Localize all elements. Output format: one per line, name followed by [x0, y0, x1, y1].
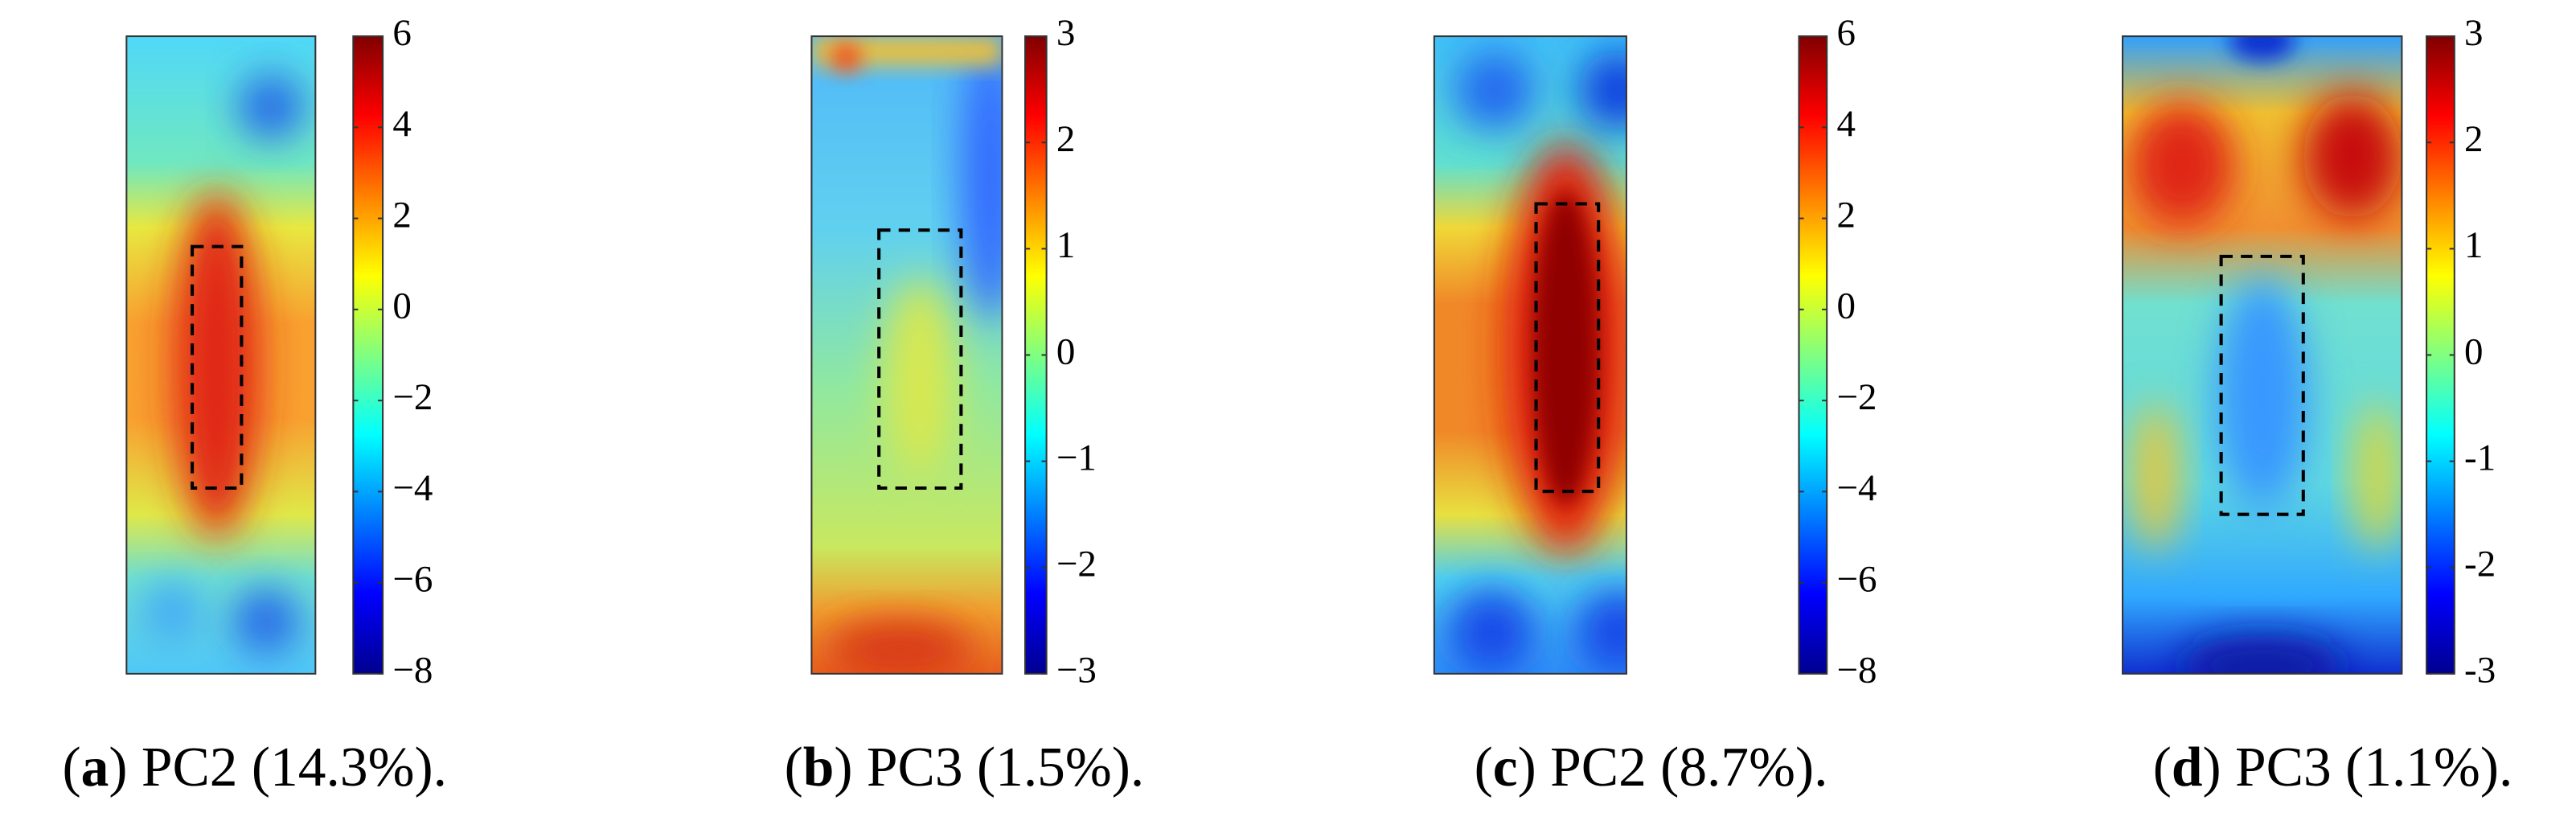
colorbar-tick-label: −8: [1836, 650, 1877, 692]
colorbar-tick-label: 3: [1056, 12, 1075, 54]
heatmap: [811, 36, 1003, 674]
colorbar-tick-label: 6: [1836, 12, 1856, 54]
roi-box: [191, 244, 244, 490]
caption: (d) PC3 (1.1%).: [2153, 737, 2513, 798]
colorbar-tick-label: −3: [1056, 650, 1097, 692]
colorbar-tick-label: −6: [392, 558, 433, 600]
caption-part: ) PC2 (8.7%).: [1518, 737, 1828, 798]
colorbar-tick-label: −2: [1836, 376, 1877, 418]
roi-box: [2219, 254, 2305, 516]
colorbar-tick-label: 2: [1056, 118, 1075, 160]
caption-part: b: [803, 737, 835, 798]
colorbar-tick-label: −2: [392, 376, 433, 418]
colorbar-tick-label: 2: [392, 194, 412, 236]
colorbar-tick-label: 3: [2464, 12, 2484, 54]
colorbar-tick-label: 1: [2464, 224, 2484, 266]
colorbar-tick-label: 4: [392, 103, 412, 145]
heatmap: [2123, 36, 2402, 674]
colorbar-tick-label: 4: [1836, 103, 1856, 145]
caption-part: c: [1493, 737, 1518, 798]
caption-part: a: [81, 737, 109, 798]
caption: (c) PC2 (8.7%).: [1475, 737, 1828, 798]
caption: (b) PC3 (1.5%).: [785, 737, 1145, 798]
colorbar-tick-label: 2: [1836, 194, 1856, 236]
colorbar-tick-label: −4: [392, 467, 433, 509]
caption-part: ) PC3 (1.1%).: [2203, 737, 2513, 798]
colorbar-tick-label: −6: [1836, 558, 1877, 600]
colorbar-tick-label: 0: [2464, 330, 2484, 372]
caption-part: (: [62, 737, 80, 798]
roi-box: [1534, 202, 1601, 494]
heatmap-frame: [2122, 35, 2403, 675]
colorbar-tick-label: 0: [1056, 330, 1075, 372]
colorbar-tick-label: −4: [1836, 467, 1877, 509]
colorbar-tick-label: 6: [392, 12, 412, 54]
colorbar: [352, 35, 384, 675]
heatmap-frame: [810, 35, 1003, 675]
colorbar-tick-label: 2: [2464, 118, 2484, 160]
roi-box: [877, 228, 963, 490]
caption-part: d: [2172, 737, 2203, 798]
colorbar-tick-label: 0: [392, 285, 412, 327]
colorbar-tick-label: -3: [2464, 650, 2496, 692]
caption-part: (: [2153, 737, 2172, 798]
colorbar-tick-label: −8: [392, 650, 433, 692]
caption: (a) PC2 (14.3%).: [62, 737, 447, 798]
caption-part: ) PC2 (14.3%).: [109, 737, 447, 798]
colorbar-tick-label: 0: [1836, 285, 1856, 327]
heatmap: [126, 36, 316, 674]
caption-part: (: [1475, 737, 1493, 798]
heatmap-frame: [125, 35, 317, 675]
colorbar-tick-label: −2: [1056, 544, 1097, 585]
colorbar-tick-label: 1: [1056, 224, 1075, 266]
colorbar-tick-label: -2: [2464, 544, 2496, 585]
caption-part: (: [785, 737, 803, 798]
colorbar-tick-label: −1: [1056, 437, 1097, 478]
caption-part: ) PC3 (1.5%).: [834, 737, 1144, 798]
heatmap-frame: [1433, 35, 1627, 675]
colorbar: [1798, 35, 1828, 675]
heatmap: [1434, 36, 1626, 674]
colorbar-tick-label: -1: [2464, 437, 2496, 478]
